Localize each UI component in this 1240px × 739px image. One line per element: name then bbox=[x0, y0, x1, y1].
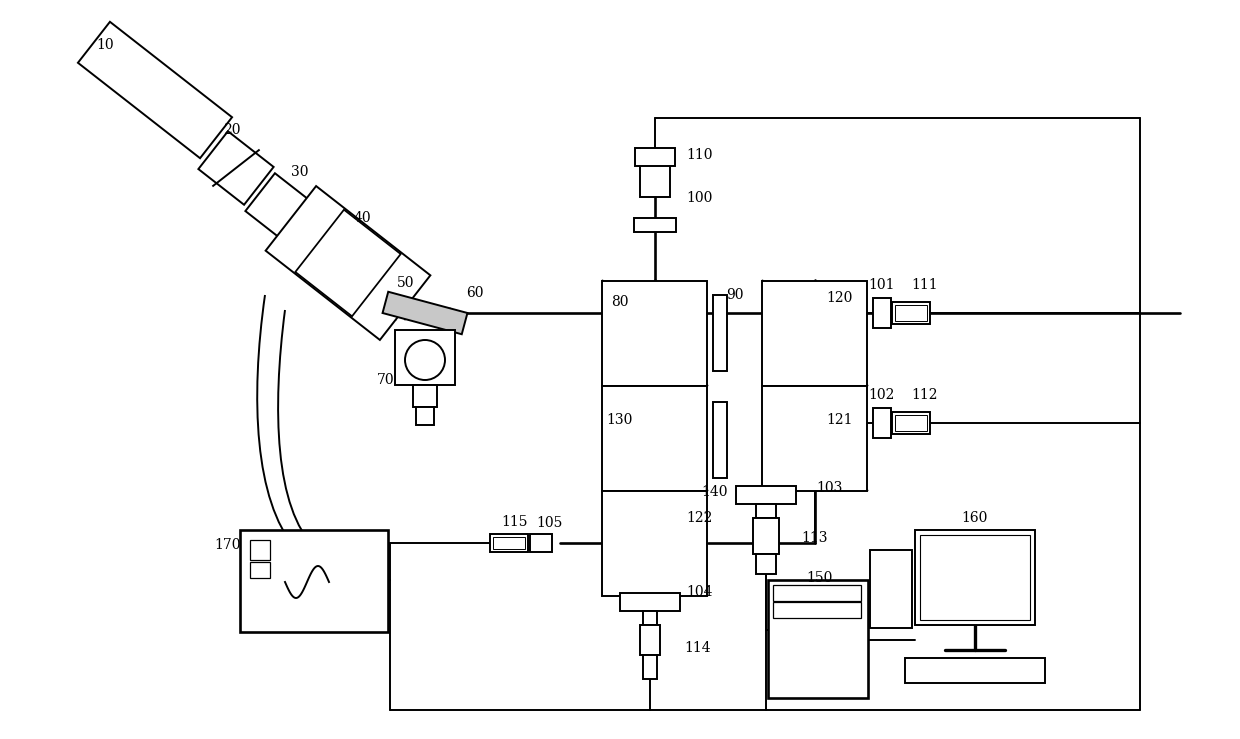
Text: 102: 102 bbox=[869, 388, 895, 402]
Text: 20: 20 bbox=[223, 123, 241, 137]
Text: 160: 160 bbox=[962, 511, 988, 525]
Bar bbox=[895, 415, 928, 431]
Bar bbox=[892, 302, 930, 324]
Bar bbox=[603, 491, 708, 596]
Bar bbox=[915, 530, 1035, 625]
Text: 140: 140 bbox=[702, 485, 728, 499]
Text: 40: 40 bbox=[353, 211, 371, 225]
Bar bbox=[920, 535, 1030, 620]
Bar bbox=[873, 408, 892, 438]
Bar bbox=[635, 148, 675, 166]
Bar bbox=[773, 585, 861, 601]
Text: 30: 30 bbox=[291, 165, 309, 179]
Bar bbox=[413, 385, 436, 407]
Text: 114: 114 bbox=[684, 641, 712, 655]
Polygon shape bbox=[78, 21, 232, 158]
Bar bbox=[620, 593, 680, 611]
Text: 115: 115 bbox=[502, 515, 528, 529]
Bar bbox=[756, 504, 776, 518]
Text: 103: 103 bbox=[817, 481, 843, 495]
Text: 50: 50 bbox=[397, 276, 414, 290]
Text: 121: 121 bbox=[827, 413, 853, 427]
Bar bbox=[640, 165, 670, 197]
Bar bbox=[415, 407, 434, 425]
Bar bbox=[713, 402, 727, 478]
Text: 90: 90 bbox=[727, 288, 744, 302]
Text: 10: 10 bbox=[97, 38, 114, 52]
Bar bbox=[603, 281, 708, 386]
Bar bbox=[529, 534, 552, 552]
Text: 104: 104 bbox=[687, 585, 713, 599]
Bar bbox=[763, 386, 868, 491]
Polygon shape bbox=[295, 210, 401, 316]
Bar bbox=[756, 554, 776, 574]
Text: 101: 101 bbox=[869, 278, 895, 292]
Text: 60: 60 bbox=[466, 286, 484, 300]
Text: 110: 110 bbox=[687, 148, 713, 162]
Bar bbox=[494, 537, 525, 549]
Bar bbox=[905, 658, 1045, 683]
Bar bbox=[490, 534, 528, 552]
Circle shape bbox=[405, 340, 445, 380]
Text: 122: 122 bbox=[687, 511, 713, 525]
Bar bbox=[768, 580, 868, 698]
Text: 113: 113 bbox=[802, 531, 828, 545]
Polygon shape bbox=[198, 132, 274, 205]
Text: 80: 80 bbox=[611, 295, 629, 309]
Polygon shape bbox=[246, 173, 321, 247]
Bar bbox=[870, 550, 911, 628]
Text: 100: 100 bbox=[687, 191, 713, 205]
Bar bbox=[737, 486, 796, 504]
Text: 120: 120 bbox=[827, 291, 853, 305]
Bar bbox=[895, 305, 928, 321]
Bar bbox=[241, 530, 388, 632]
Bar bbox=[713, 295, 727, 371]
Text: 105: 105 bbox=[537, 516, 563, 530]
Text: 130: 130 bbox=[606, 413, 634, 427]
Bar bbox=[763, 281, 868, 386]
Text: 70: 70 bbox=[377, 373, 394, 387]
Bar bbox=[250, 540, 270, 560]
Text: 112: 112 bbox=[911, 388, 939, 402]
Bar bbox=[892, 412, 930, 434]
Text: 170: 170 bbox=[215, 538, 242, 552]
Bar bbox=[773, 602, 861, 618]
Bar bbox=[753, 518, 779, 554]
Polygon shape bbox=[265, 186, 430, 340]
Bar bbox=[644, 655, 657, 679]
Bar bbox=[640, 625, 660, 655]
Bar bbox=[603, 386, 708, 491]
Bar bbox=[396, 330, 455, 385]
Bar bbox=[634, 218, 676, 232]
Bar bbox=[644, 611, 657, 625]
Text: 150: 150 bbox=[807, 571, 833, 585]
Bar bbox=[873, 298, 892, 328]
Bar bbox=[250, 562, 270, 578]
Text: 111: 111 bbox=[911, 278, 939, 292]
Polygon shape bbox=[383, 292, 467, 334]
